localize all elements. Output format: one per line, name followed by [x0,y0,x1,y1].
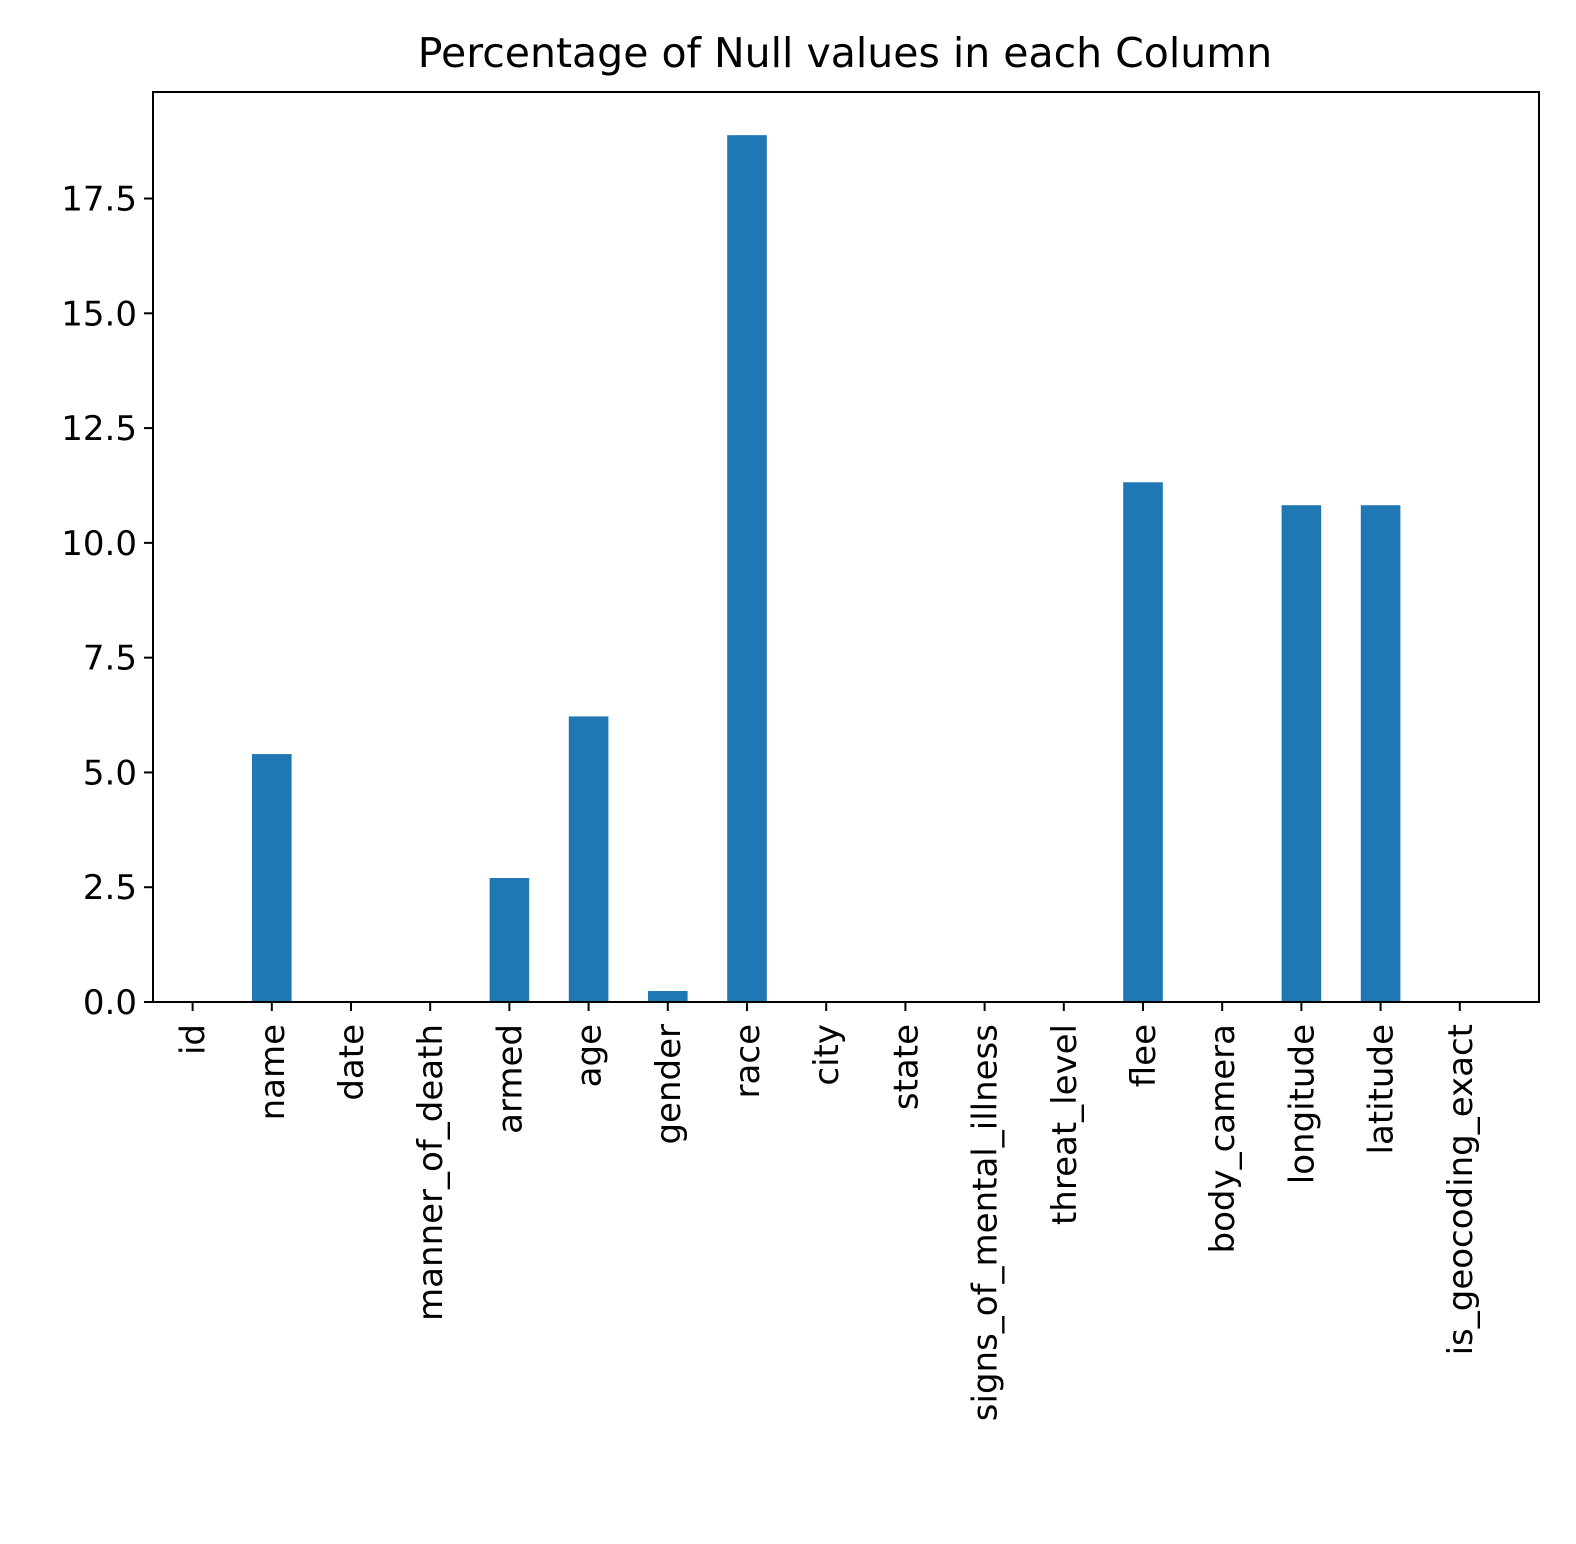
x-tick-label: city [807,1024,847,1086]
x-tick-label: age [570,1024,610,1087]
x-tick-label: id [174,1024,214,1055]
x-tick-label: manner_of_death [411,1024,451,1321]
x-tick-label: race [728,1024,768,1098]
bar-race [727,135,767,1002]
x-tick-label: is_geocoding_exact [1441,1024,1481,1355]
y-tick-label: 2.5 [83,868,137,908]
x-tick-label: name [253,1024,293,1120]
bar-flee [1123,482,1163,1003]
y-tick-label: 0.0 [83,983,137,1023]
y-axis: 0.0 2.5 5.0 7.5 10.0 12.5 15.0 17.5 [61,180,153,1023]
bar-latitude [1360,505,1401,1002]
bar-age [568,716,609,1002]
y-tick-label: 15.0 [61,294,137,334]
x-axis: id name date manner_of_death armed age gender r… [174,1002,1481,1421]
x-tick-label: threat_level [1045,1024,1085,1225]
x-tick-label: body_camera [1203,1024,1243,1253]
bar-name [252,754,292,1002]
x-tick-label: gender [649,1024,689,1145]
x-tick-label: flee [1124,1024,1164,1087]
x-tick-label: signs_of_mental_illness [966,1024,1006,1421]
plot-frame [152,91,1540,1003]
x-tick-label: longitude [1282,1024,1322,1184]
bar-longitude [1281,505,1322,1002]
bar-armed [489,878,530,1002]
bar-gender [648,990,688,1002]
y-tick-label: 7.5 [83,639,137,679]
y-tick-label: 10.0 [61,524,137,564]
x-tick-label: state [886,1024,926,1110]
y-tick-label: 17.5 [61,180,137,220]
bars-group [252,135,1401,1003]
chart-title: Percentage of Null values in each Column [418,29,1272,77]
y-tick-label: 5.0 [83,753,137,793]
x-tick-label: latitude [1362,1024,1402,1154]
y-tick-label: 12.5 [61,409,137,449]
x-tick-label: date [332,1024,372,1101]
x-tick-label: armed [490,1024,530,1134]
